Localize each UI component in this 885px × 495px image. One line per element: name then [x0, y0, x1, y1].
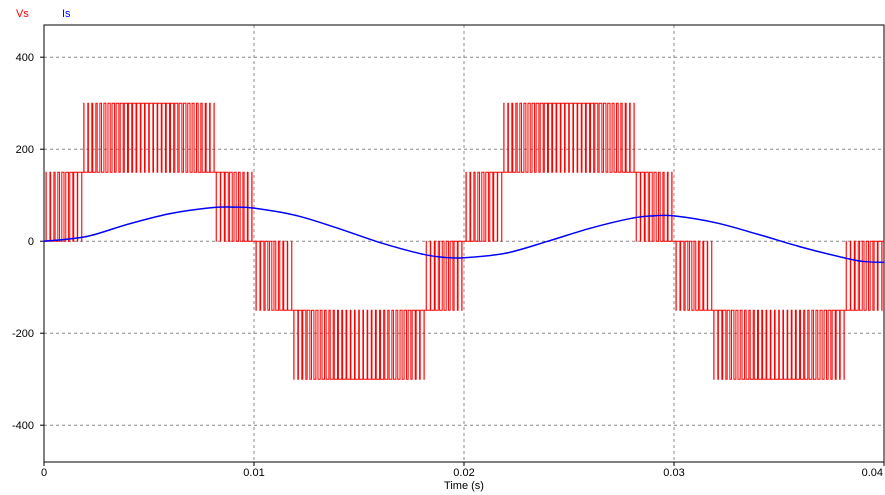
series-is-point	[799, 245, 801, 248]
series-is-point	[841, 256, 843, 259]
legend: Vs Is	[16, 8, 71, 20]
series-is-point	[379, 241, 381, 244]
legend-entry-is: Is	[62, 8, 71, 20]
x-tick-label: 0.04	[862, 467, 883, 479]
series-is-point	[883, 261, 885, 264]
y-tick-label: 0	[28, 236, 34, 248]
series-is-point	[589, 227, 591, 230]
series-is-point	[337, 227, 339, 230]
x-tick-label: 0	[41, 467, 47, 479]
series-is-point	[421, 253, 423, 255]
series-is-point	[442, 256, 444, 259]
y-tick-label: 400	[16, 52, 34, 64]
grid	[44, 25, 884, 462]
x-tick-label: 0.01	[243, 467, 264, 479]
series-is-point	[757, 233, 759, 236]
legend-entry-vs: Vs	[16, 8, 29, 20]
series-is-point	[232, 206, 234, 208]
series-is-point	[631, 217, 633, 219]
x-tick-label: 0.02	[453, 467, 474, 479]
x-axis: 0 0.01 0.02 0.03 0.04	[41, 462, 885, 479]
y-tick-label: -200	[12, 328, 34, 340]
series-is-point	[505, 252, 507, 254]
series-is-point	[295, 214, 297, 217]
y-tick-label: 200	[16, 144, 34, 156]
x-axis-title: Time (s)	[444, 480, 484, 492]
y-tick-label: -400	[12, 420, 34, 432]
series-is-point	[715, 222, 717, 224]
y-axis: 400 200 0 -200 -400	[12, 52, 44, 432]
series-is-point	[547, 240, 549, 242]
series-is-point	[862, 260, 864, 263]
series-vs-line	[44, 102, 884, 380]
series-is-point	[673, 215, 675, 217]
series-is-point	[463, 256, 465, 259]
series-is-point	[169, 212, 171, 215]
series-is-point	[127, 223, 129, 225]
series-is-point	[43, 240, 45, 242]
series-is-point	[652, 215, 654, 217]
series-layer	[43, 102, 885, 380]
series-is-point	[85, 235, 87, 238]
series-is-point	[253, 207, 255, 209]
x-tick-label: 0.03	[663, 467, 684, 479]
series-is-point	[211, 206, 213, 209]
